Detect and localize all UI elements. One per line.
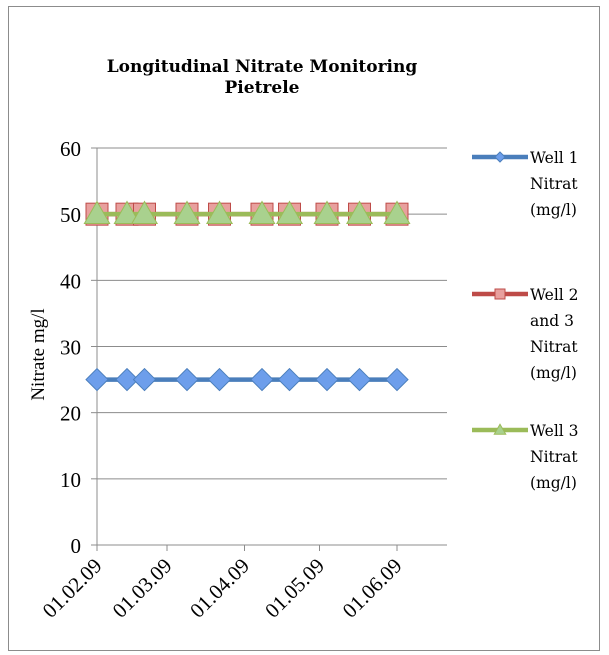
y-tick-label: 30 [60,336,81,360]
chart-frame [8,6,600,651]
x-tick-label: 01.06.09 [338,554,407,623]
x-tick-label: 01.03.09 [108,554,177,623]
data-point-series-1 [175,367,199,392]
chart-title-line: Longitudinal Nitrate Monitoring [107,57,418,77]
y-axis-label: Nitrate mg/l [28,308,49,400]
data-point-series-1 [277,367,302,392]
legend-marker-3 [493,423,507,435]
x-tick-label: 01.05.09 [260,554,329,623]
y-tick-label: 40 [60,269,81,293]
legend-label-3: Nitrat [530,448,578,466]
x-tick-label: 01.04.09 [185,554,254,623]
data-point-series-1 [385,367,409,392]
data-point-series-3 [313,200,341,225]
data-point-series-3 [173,200,201,225]
legend-label-3: Well 3 [530,422,579,440]
data-point-series-1 [315,367,339,392]
legend-label-2: Nitrat [530,338,578,356]
legend-marker-1 [494,151,506,163]
data-point-series-1 [115,367,139,392]
legend-label-2: Well 2 [530,286,579,304]
data-point-series-1 [85,367,109,392]
data-point-series-1 [132,367,157,392]
legend-label-3: (mg/l) [530,474,577,492]
legend-marker-2 [494,288,506,300]
y-tick-label: 20 [60,402,81,426]
data-point-series-3 [130,200,159,225]
y-tick-label: 10 [60,468,81,492]
chart-title-line: Pietrele [225,78,300,98]
y-tick-label: 0 [71,534,82,558]
data-point-series-1 [207,367,232,392]
data-point-series-3 [248,200,276,225]
data-point-series-3 [205,200,234,225]
legend-label-2: (mg/l) [530,364,577,382]
data-point-series-3 [83,200,111,225]
legend-label-2: and 3 [530,312,574,330]
data-point-series-3 [345,200,374,225]
legend-label-1: Nitrat [530,175,578,193]
y-tick-label: 60 [60,137,81,161]
data-point-series-1 [250,367,274,392]
x-tick-label: 01.02.09 [38,554,107,623]
legend-label-1: (mg/l) [530,201,577,219]
data-point-series-3 [113,200,141,225]
data-point-series-3 [383,200,411,225]
y-tick-label: 50 [60,203,81,227]
data-point-series-3 [275,200,304,225]
data-point-series-1 [347,367,372,392]
legend-label-1: Well 1 [530,149,579,167]
